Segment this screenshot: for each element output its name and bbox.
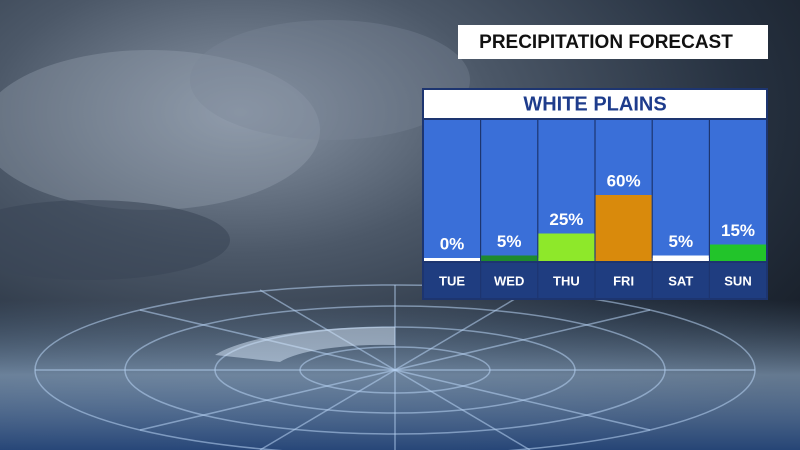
bar xyxy=(481,255,538,261)
x-tick-label: SUN xyxy=(724,273,751,288)
value-label: 5% xyxy=(669,232,694,251)
plot: 0% TUE 5% WED 25% THU 60% FRI 5% SAT 15% SUN xyxy=(424,120,766,298)
value-label: 5% xyxy=(497,232,522,251)
chart-subtitle: WHITE PLAINS xyxy=(523,93,666,115)
x-tick-label: SAT xyxy=(668,273,693,288)
bar xyxy=(710,244,766,261)
subtitle-box xyxy=(424,90,766,118)
day-cell xyxy=(538,263,595,298)
x-tick-label: THU xyxy=(553,273,580,288)
bar xyxy=(538,233,595,261)
chart-title: PRECIPITATION FORECAST xyxy=(479,32,733,53)
day-cell xyxy=(481,263,538,298)
column-bg xyxy=(424,120,480,261)
value-label: 0% xyxy=(440,234,465,253)
x-tick-label: WED xyxy=(494,273,524,288)
value-label: 60% xyxy=(607,171,641,190)
bar xyxy=(652,255,709,261)
day-cell xyxy=(710,263,766,298)
day-cell xyxy=(595,263,652,298)
day-cell xyxy=(424,263,480,298)
baseline xyxy=(424,258,480,261)
bar xyxy=(595,195,652,261)
column-bg xyxy=(481,120,538,261)
value-label: 15% xyxy=(721,221,755,240)
value-label: 25% xyxy=(549,210,583,229)
title-box xyxy=(458,25,768,59)
x-tick-label: FRI xyxy=(613,273,634,288)
column-bg xyxy=(652,120,709,261)
day-cell xyxy=(652,263,709,298)
x-tick-label: TUE xyxy=(439,273,465,288)
column-bg xyxy=(710,120,766,261)
